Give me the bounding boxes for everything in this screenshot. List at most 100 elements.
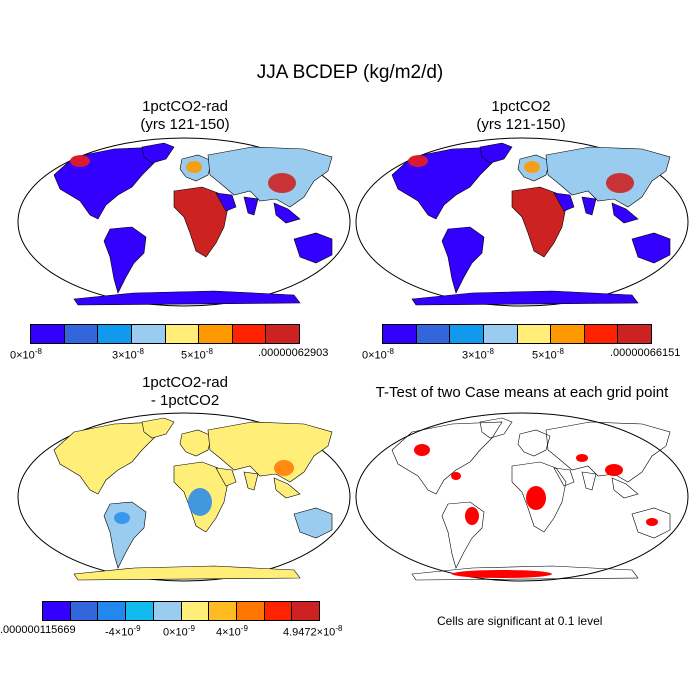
colorbar-swatch-7	[236, 602, 265, 620]
panel-2-map	[355, 137, 689, 307]
colorbar-3-label-3: 4×10-9	[216, 624, 248, 639]
panel-4-title: T-Test of two Case means at each grid po…	[352, 384, 692, 402]
colorbar-2-label-1: 3×10-8	[462, 347, 494, 362]
colorbar-swatch-5	[551, 325, 585, 343]
land-layer	[53, 142, 333, 306]
colorbar-swatch-6	[232, 325, 267, 343]
significant-region-2	[526, 486, 546, 510]
continent-antarctica	[73, 565, 301, 581]
continent-north-america	[53, 421, 165, 495]
continent-se-asia	[273, 202, 301, 224]
hotspot-north-america	[408, 155, 428, 167]
continent-arabia	[215, 467, 237, 487]
colorbar-swatch-6	[209, 602, 237, 620]
colorbar-1-label-2: 5×10-8	[181, 347, 213, 362]
colorbar-swatch-1	[70, 602, 99, 620]
continent-greenland	[479, 142, 513, 164]
colorbar-swatch-7	[266, 325, 299, 343]
significant-region-4	[576, 454, 588, 462]
continent-antarctica	[411, 565, 639, 581]
diff-negative-samerica	[114, 512, 130, 524]
panel-2-title-line1: 1pctCO2	[491, 98, 551, 115]
panel-3-title: 1pctCO2-rad - 1pctCO2	[80, 374, 290, 410]
panel-1-title: 1pctCO2-rad (yrs 121-150)	[80, 98, 290, 134]
continent-antarctica	[73, 290, 301, 306]
significance-note: Cells are significant at 0.1 level	[437, 614, 603, 628]
colorbar-1-label-0: 0×10-8	[10, 347, 42, 362]
colorbar-swatch-5	[199, 325, 233, 343]
continent-antarctica	[411, 290, 639, 306]
map-frame	[355, 412, 689, 582]
hotspot-east-asia	[606, 173, 634, 193]
colorbar-swatch-3	[126, 602, 154, 620]
continent-india	[243, 196, 259, 216]
panel-1-title-line2: (yrs 121-150)	[140, 116, 230, 133]
figure-title: JJA BCDEP (kg/m2/d)	[256, 62, 444, 83]
continent-greenland	[141, 417, 175, 439]
hotspot-north-america	[70, 155, 90, 167]
hotspot-europe	[186, 161, 202, 173]
colorbar-1	[30, 324, 300, 344]
continent-arabia	[215, 192, 237, 212]
continent-asia	[207, 421, 333, 483]
panel-3-map	[17, 412, 351, 582]
colorbar-swatch-5	[181, 602, 210, 620]
colorbar-swatch-2	[98, 602, 127, 620]
panel-3-title-line2: - 1pctCO2	[150, 392, 220, 409]
panel-1-title-line1: 1pctCO2-rad	[142, 98, 228, 115]
colorbar-2-label-0: 0×10-8	[362, 347, 394, 362]
colorbar-swatch-3	[483, 325, 518, 343]
significant-region-6	[452, 570, 552, 578]
panel-4-title-line1: T-Test of two Case means at each grid po…	[375, 384, 669, 401]
continent-africa	[511, 186, 567, 258]
continent-india	[581, 471, 597, 491]
colorbar-2-label-3: .00000066151	[610, 347, 681, 359]
colorbar-1-label-3: .00000062903	[258, 347, 329, 359]
colorbar-swatch-4	[165, 325, 200, 343]
colorbar-swatch-2	[450, 325, 484, 343]
colorbar-swatch-7	[618, 325, 651, 343]
diff-negative-africa	[188, 488, 212, 516]
hotspot-europe	[524, 161, 540, 173]
diff-positive-asia	[274, 460, 294, 476]
colorbar-3-label-1: -4×10-9	[105, 624, 141, 639]
colorbar-swatch-4	[517, 325, 552, 343]
colorbar-swatch-0	[43, 602, 71, 620]
hotspot-east-asia	[268, 173, 296, 193]
land-layer	[391, 142, 671, 306]
colorbar-2	[382, 324, 652, 344]
colorbar-3-label-2: 0×10-9	[163, 624, 195, 639]
colorbar-swatch-8	[264, 602, 293, 620]
colorbar-3-label-0: .000000115669	[0, 624, 76, 636]
continent-europe	[517, 429, 551, 457]
continent-north-america	[391, 421, 503, 495]
significant-region-0	[414, 444, 430, 456]
significant-region-3	[605, 464, 623, 476]
panel-4-map	[355, 412, 689, 582]
colorbar-swatch-0	[31, 325, 65, 343]
continent-australia	[631, 232, 671, 264]
continent-asia	[545, 421, 671, 483]
continent-se-asia	[273, 477, 301, 499]
colorbar-swatch-1	[64, 325, 99, 343]
continent-asia	[207, 146, 333, 208]
continent-arabia	[553, 192, 575, 212]
land-layer	[391, 417, 671, 581]
continent-africa	[173, 186, 229, 258]
continent-south-america	[103, 226, 147, 294]
colorbar-swatch-0	[383, 325, 417, 343]
colorbar-swatch-4	[153, 602, 182, 620]
continent-south-america	[441, 501, 485, 569]
continent-europe	[179, 429, 213, 457]
colorbar-swatch-6	[584, 325, 619, 343]
significant-region-1	[465, 507, 479, 525]
continent-arabia	[553, 467, 575, 487]
continent-asia	[545, 146, 671, 208]
continent-se-asia	[611, 477, 639, 499]
colorbar-swatch-9	[292, 602, 320, 620]
colorbar-3	[42, 601, 320, 621]
panel-2-title: 1pctCO2 (yrs 121-150)	[416, 98, 626, 134]
colorbar-2-label-2: 5×10-8	[532, 347, 564, 362]
panel-2-title-line2: (yrs 121-150)	[476, 116, 566, 133]
continent-india	[243, 471, 259, 491]
